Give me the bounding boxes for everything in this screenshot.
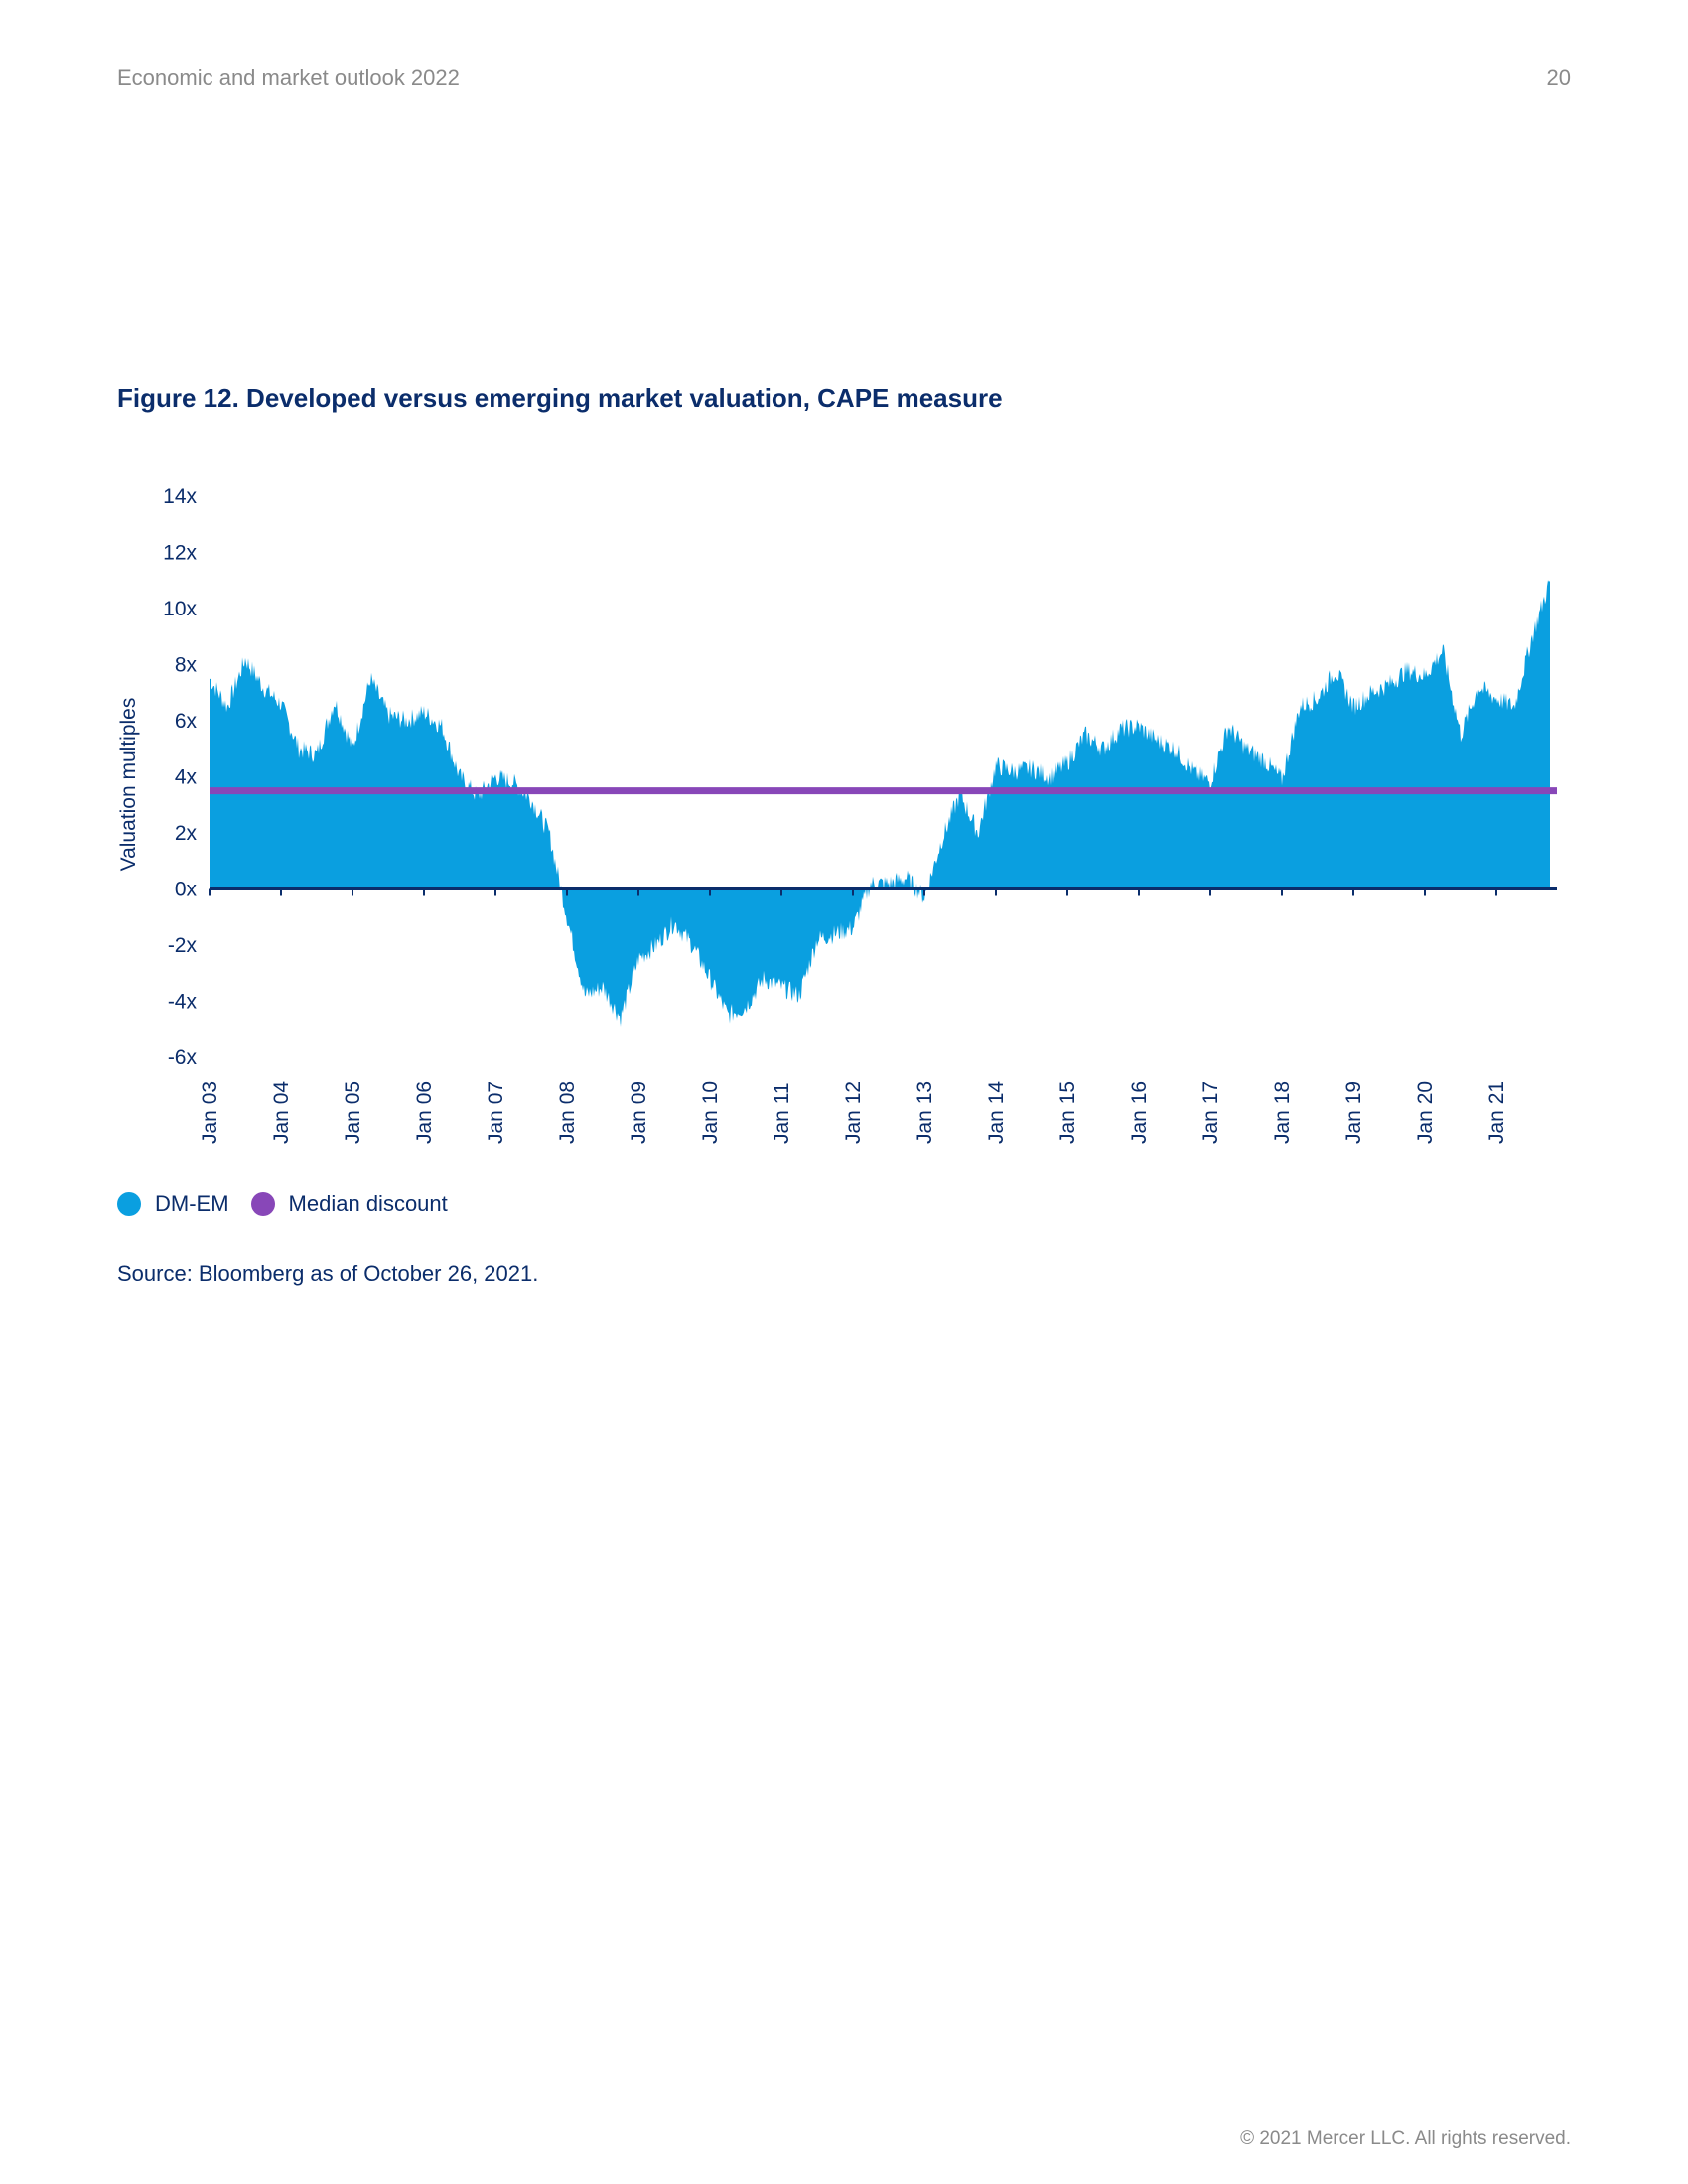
y-tick-label: 0x (175, 879, 198, 901)
x-tick-label: Jan 05 (342, 1081, 364, 1144)
y-tick-label: 8x (175, 654, 198, 677)
legend-item-median-discount: Median discount (250, 1191, 448, 1217)
x-tick-label: Jan 12 (842, 1081, 865, 1144)
x-tick-label: Jan 18 (1271, 1081, 1294, 1144)
legend-label-dm-em: DM-EM (155, 1191, 229, 1216)
y-tick-label: -6x (168, 1046, 198, 1069)
y-axis-labels: 14x 12x 10x 8x 6x 4x 2x 0x -2x -4x -6x (163, 485, 197, 1069)
y-tick-label: 6x (175, 710, 198, 733)
figure-title: Figure 12. Developed versus emerging mar… (117, 383, 1003, 413)
x-tick-label: Jan 03 (199, 1081, 221, 1144)
x-tick-label: Jan 17 (1199, 1081, 1222, 1144)
y-tick-label: 12x (163, 542, 197, 565)
legend-swatch-dm-em (117, 1192, 141, 1216)
copyright-footer: © 2021 Mercer LLC. All rights reserved. (1240, 2128, 1571, 2149)
running-header: Economic and market outlook 2022 (117, 66, 460, 90)
legend-swatch-median-discount (250, 1192, 275, 1216)
x-tick-label: Jan 07 (485, 1081, 507, 1144)
x-tick-label: Jan 13 (914, 1081, 936, 1144)
x-tick-label: Jan 14 (985, 1081, 1008, 1144)
x-tick-label: Jan 16 (1128, 1081, 1151, 1144)
x-tick-label: Jan 08 (556, 1081, 579, 1144)
x-tick-label: Jan 15 (1056, 1081, 1079, 1144)
x-axis-ticks (209, 888, 1497, 896)
y-tick-label: -2x (168, 934, 198, 957)
page-number: 20 (1546, 66, 1571, 90)
dm-em-valuation-chart: 14x 12x 10x 8x 6x 4x 2x 0x -2x -4x -6x Valuation m… (117, 485, 1557, 1144)
x-tick-label: Jan 04 (270, 1081, 293, 1144)
y-tick-label: 10x (163, 598, 197, 620)
x-tick-label: Jan 21 (1485, 1081, 1508, 1144)
legend-label-median-discount: Median discount (288, 1191, 448, 1216)
y-axis-title: Valuation multiples (117, 698, 140, 872)
x-axis-labels: Jan 03 Jan 04 Jan 05 Jan 06 Jan 07 Jan 08 Jan … (199, 1081, 1508, 1144)
dm-em-area (210, 580, 1550, 1027)
legend-item-dm-em: DM-EM (117, 1191, 229, 1217)
x-tick-label: Jan 09 (628, 1081, 650, 1144)
chart-legend: DM-EM Median discount (117, 1191, 470, 1217)
x-tick-label: Jan 06 (413, 1081, 436, 1144)
x-tick-label: Jan 19 (1342, 1081, 1365, 1144)
source-note: Source: Bloomberg as of October 26, 2021… (117, 1261, 539, 1286)
y-tick-label: 4x (175, 766, 198, 789)
y-tick-label: 14x (163, 485, 197, 508)
y-tick-label: -4x (168, 991, 198, 1014)
x-tick-label: Jan 20 (1414, 1081, 1437, 1144)
x-tick-label: Jan 11 (771, 1083, 793, 1145)
y-tick-label: 2x (175, 822, 198, 845)
x-tick-label: Jan 10 (699, 1081, 722, 1144)
